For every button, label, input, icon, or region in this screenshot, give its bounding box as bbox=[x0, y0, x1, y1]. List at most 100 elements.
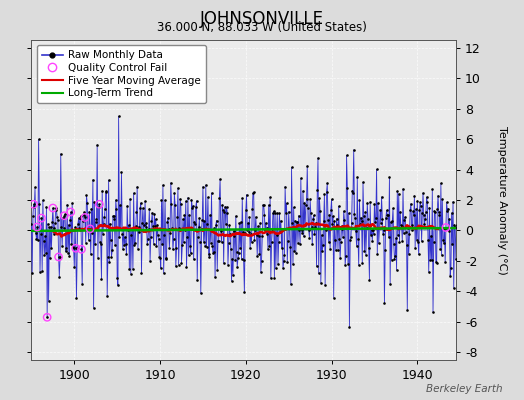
Point bbox=[236, 245, 244, 252]
Point bbox=[169, 235, 178, 242]
Point bbox=[345, 324, 354, 331]
Point bbox=[45, 224, 53, 230]
Point bbox=[245, 214, 254, 220]
Point bbox=[404, 224, 412, 231]
Point bbox=[124, 222, 133, 228]
Point bbox=[53, 214, 61, 220]
Point bbox=[199, 184, 207, 190]
Point bbox=[132, 208, 140, 215]
Point bbox=[201, 243, 209, 249]
Point bbox=[350, 210, 358, 217]
Point bbox=[239, 257, 248, 263]
Text: Berkeley Earth: Berkeley Earth bbox=[427, 384, 503, 394]
Point bbox=[308, 241, 316, 247]
Point bbox=[123, 203, 132, 209]
Point bbox=[69, 245, 78, 251]
Point bbox=[43, 314, 51, 320]
Point bbox=[318, 248, 326, 254]
Point bbox=[237, 256, 246, 263]
Point bbox=[160, 232, 169, 239]
Point bbox=[198, 226, 206, 232]
Point bbox=[66, 217, 74, 224]
Point bbox=[430, 208, 439, 214]
Point bbox=[428, 186, 436, 193]
Point bbox=[51, 220, 59, 227]
Point bbox=[414, 251, 423, 258]
Point bbox=[125, 266, 134, 272]
Point bbox=[204, 194, 212, 200]
Point bbox=[203, 221, 211, 228]
Point bbox=[407, 200, 415, 207]
Point bbox=[364, 216, 372, 222]
Point bbox=[59, 225, 68, 231]
Point bbox=[279, 265, 287, 271]
Point bbox=[187, 250, 195, 256]
Point bbox=[202, 244, 211, 250]
Point bbox=[398, 238, 407, 244]
Point bbox=[179, 216, 187, 222]
Point bbox=[144, 236, 152, 242]
Point bbox=[405, 250, 413, 257]
Point bbox=[235, 220, 244, 226]
Point bbox=[81, 214, 89, 221]
Point bbox=[29, 201, 38, 208]
Legend: Raw Monthly Data, Quality Control Fail, Five Year Moving Average, Long-Term Tren: Raw Monthly Data, Quality Control Fail, … bbox=[37, 45, 206, 104]
Point bbox=[399, 230, 408, 236]
Point bbox=[253, 232, 261, 239]
Point bbox=[50, 225, 59, 231]
Point bbox=[365, 245, 373, 252]
Point bbox=[307, 210, 315, 216]
Point bbox=[146, 258, 154, 264]
Point bbox=[172, 245, 181, 252]
Point bbox=[250, 237, 258, 243]
Point bbox=[141, 198, 149, 205]
Point bbox=[285, 208, 293, 215]
Point bbox=[400, 217, 409, 223]
Point bbox=[442, 224, 450, 231]
Point bbox=[322, 188, 331, 195]
Point bbox=[412, 206, 420, 212]
Point bbox=[56, 254, 64, 260]
Point bbox=[29, 201, 38, 208]
Point bbox=[60, 212, 69, 219]
Point bbox=[30, 204, 38, 210]
Point bbox=[208, 190, 216, 196]
Point bbox=[320, 218, 328, 224]
Y-axis label: Temperature Anomaly (°C): Temperature Anomaly (°C) bbox=[497, 126, 507, 274]
Point bbox=[112, 197, 120, 203]
Point bbox=[391, 235, 400, 242]
Point bbox=[409, 208, 417, 214]
Point bbox=[371, 218, 379, 225]
Point bbox=[43, 314, 51, 320]
Point bbox=[206, 239, 215, 246]
Point bbox=[355, 197, 364, 203]
Point bbox=[347, 220, 356, 226]
Point bbox=[298, 230, 307, 236]
Point bbox=[62, 245, 71, 252]
Point bbox=[408, 226, 417, 233]
Point bbox=[88, 206, 96, 212]
Point bbox=[212, 218, 221, 224]
Point bbox=[448, 241, 456, 247]
Point bbox=[94, 204, 103, 210]
Point bbox=[92, 219, 100, 226]
Point bbox=[133, 184, 141, 190]
Point bbox=[145, 226, 153, 232]
Point bbox=[308, 224, 316, 230]
Point bbox=[375, 240, 383, 246]
Point bbox=[74, 220, 82, 227]
Point bbox=[431, 209, 439, 215]
Point bbox=[335, 235, 344, 242]
Point bbox=[151, 216, 160, 222]
Point bbox=[438, 252, 446, 258]
Point bbox=[108, 213, 117, 219]
Point bbox=[127, 270, 135, 277]
Point bbox=[255, 251, 264, 258]
Point bbox=[27, 221, 36, 227]
Point bbox=[271, 210, 279, 216]
Point bbox=[314, 270, 323, 276]
Point bbox=[325, 212, 334, 218]
Point bbox=[90, 199, 99, 205]
Point bbox=[43, 221, 52, 227]
Point bbox=[304, 227, 313, 234]
